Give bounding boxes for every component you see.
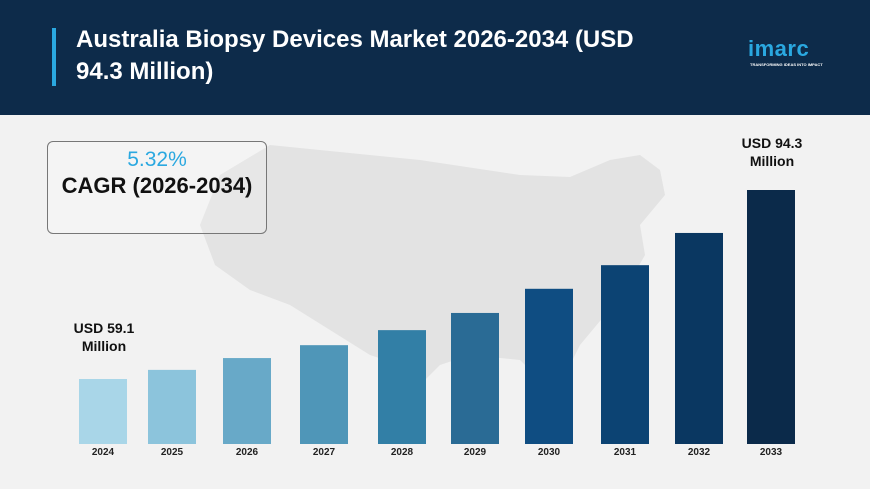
bar-2033 — [747, 190, 795, 444]
x-tick-label: 2024 — [92, 447, 115, 458]
page-title: Australia Biopsy Devices Market 2026-203… — [76, 26, 634, 85]
bar-2030 — [525, 288, 573, 444]
cagr-label: CAGR (2026-2034) — [61, 173, 253, 198]
x-tick-label: 2028 — [391, 447, 414, 458]
x-tick-label: 2029 — [464, 447, 487, 458]
bar-2025 — [148, 369, 196, 444]
end-value-label: USD 94.3 Million — [741, 135, 803, 169]
bar-2024 — [79, 379, 127, 444]
x-tick-label: 2030 — [538, 447, 561, 458]
bar-2032 — [675, 232, 723, 444]
x-tick-label: 2026 — [236, 447, 259, 458]
header-banner — [0, 0, 870, 115]
start-value-label: USD 59.1 Million — [73, 320, 135, 354]
logo-tagline: TRANSFORMING IDEAS INTO IMPACT — [750, 62, 823, 67]
x-tick-label: 2025 — [161, 447, 184, 458]
bar-2031 — [601, 265, 649, 444]
bar-2028 — [378, 330, 426, 444]
x-tick-label: 2032 — [688, 447, 711, 458]
x-tick-label: 2031 — [614, 447, 637, 458]
bar-2027 — [300, 345, 348, 444]
cagr-value: 5.32% — [127, 148, 187, 171]
x-tick-label: 2027 — [313, 447, 336, 458]
bar-2029 — [451, 312, 499, 444]
imarc-logo: imarc — [748, 36, 810, 61]
bar-2026 — [223, 358, 271, 444]
x-tick-label: 2033 — [760, 447, 783, 458]
cagr-box: 5.32% CAGR (2026-2034) — [47, 141, 267, 234]
title-accent-bar — [52, 28, 56, 86]
